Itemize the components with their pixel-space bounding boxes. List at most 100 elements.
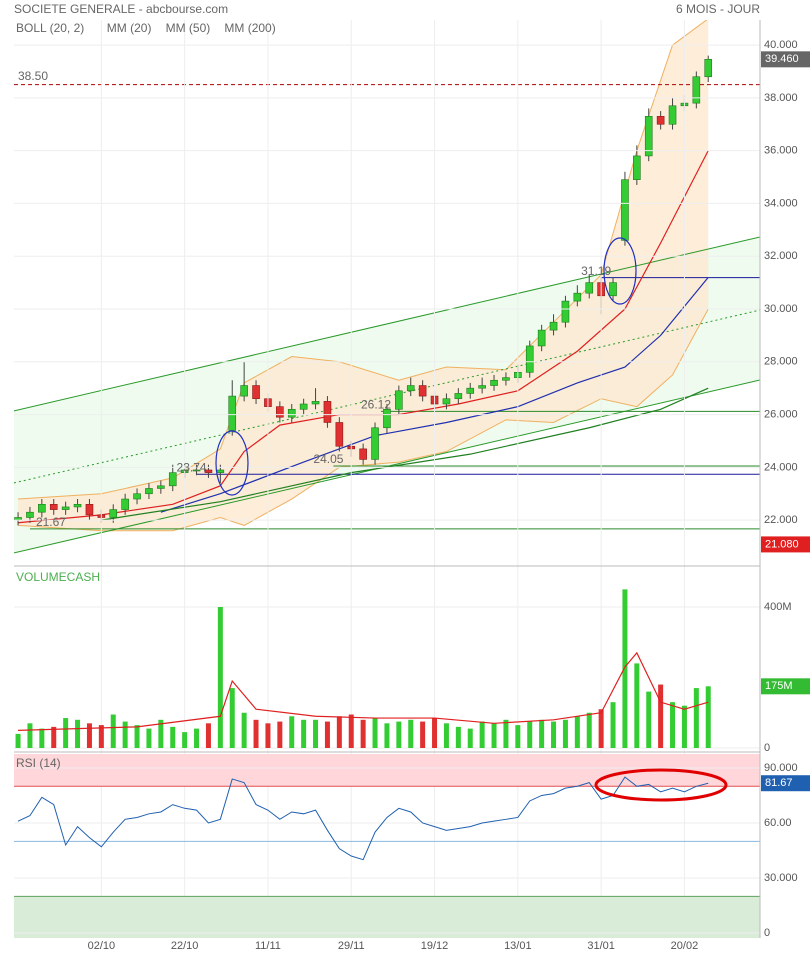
volume-bar xyxy=(443,723,449,748)
x-tick-label: 19/12 xyxy=(421,940,449,952)
volume-average xyxy=(18,651,709,731)
x-tick-label: 20/02 xyxy=(671,940,699,952)
panel-title: VOLUMECASH xyxy=(16,570,100,584)
candle-body xyxy=(585,282,594,294)
y-tick-label: 0 xyxy=(764,742,770,754)
volume-bar xyxy=(170,726,176,748)
volume-bar xyxy=(134,725,140,748)
candle-body xyxy=(573,292,582,302)
volume-bar xyxy=(539,719,545,748)
volume-bar xyxy=(277,721,283,748)
legend-entry: MM (50) xyxy=(166,21,211,35)
x-tick-label: 31/01 xyxy=(587,940,615,952)
candle-body xyxy=(276,406,284,418)
candle-body xyxy=(192,469,201,472)
volume-bar xyxy=(658,684,664,748)
candle-body xyxy=(502,377,510,381)
volume-bar xyxy=(384,723,390,748)
candle-body xyxy=(335,422,344,447)
x-tick-label: 29/11 xyxy=(338,940,365,952)
y-tick-label: 60.00 xyxy=(764,817,792,829)
volume-bar xyxy=(396,721,402,748)
level-label: 31.19 xyxy=(581,264,611,278)
volume-box-label: 175M xyxy=(765,680,793,692)
volume-bar xyxy=(146,728,152,748)
candle-body xyxy=(228,395,237,431)
candle-body xyxy=(359,448,367,460)
volume-bar xyxy=(634,663,640,748)
volume-bar xyxy=(324,721,330,748)
volume-bar xyxy=(503,719,509,748)
volume-bar xyxy=(229,688,235,748)
volume-bar xyxy=(491,723,497,748)
candle-body xyxy=(216,469,225,473)
volume-bar xyxy=(562,719,568,748)
volume-bar xyxy=(610,702,616,748)
annotation-circle xyxy=(594,768,728,802)
legend-entry: MM (200) xyxy=(224,21,275,35)
panel-title: RSI (14) xyxy=(16,756,61,770)
rsi-box-label: 81.67 xyxy=(765,777,793,789)
candle-body xyxy=(38,503,46,513)
candle-body xyxy=(311,401,320,405)
volume-bar xyxy=(551,721,557,748)
volume-bar xyxy=(574,716,580,748)
volume-bar xyxy=(253,719,259,748)
rsi-box xyxy=(761,775,810,792)
x-tick-label: 11/11 xyxy=(255,940,281,952)
annotation-circle xyxy=(215,430,249,496)
candle-body xyxy=(395,390,403,410)
volume-bar xyxy=(408,719,414,748)
legend-entry: MM (20) xyxy=(107,21,152,35)
annotation-circle xyxy=(603,237,637,305)
y-tick-label: 32.000 xyxy=(764,250,798,262)
candle-body xyxy=(204,469,213,473)
volume-bar xyxy=(122,721,128,748)
volume-bar xyxy=(158,719,164,748)
candle-body xyxy=(644,116,653,157)
candle-body xyxy=(609,282,617,297)
volume-bar xyxy=(301,719,307,748)
y-tick-label: 30.000 xyxy=(764,872,798,884)
volume-bar xyxy=(27,723,33,748)
price-box-label: 21.080 xyxy=(765,538,799,550)
volume-bar xyxy=(646,691,652,748)
candle-body xyxy=(133,493,141,500)
volume-bar xyxy=(467,728,473,748)
candle-body xyxy=(73,503,82,508)
candle-body xyxy=(490,379,498,386)
candle-body xyxy=(323,401,332,423)
candle-body xyxy=(406,385,415,392)
legend-entry: BOLL (20, 2) xyxy=(16,21,84,35)
volume-bar xyxy=(598,709,604,748)
volume-bar xyxy=(110,714,116,748)
candle-body xyxy=(561,300,570,323)
rsi-line xyxy=(17,776,709,861)
volume-box xyxy=(761,678,810,695)
price-box-label: 39.460 xyxy=(765,53,799,65)
y-tick-label: 400M xyxy=(764,601,792,613)
volume-bar xyxy=(313,719,319,748)
level-label: 38.50 xyxy=(18,69,48,83)
level-label: 24.05 xyxy=(313,452,343,466)
volume-bar xyxy=(15,733,21,748)
volume-bar xyxy=(182,732,188,748)
volume-bar xyxy=(670,702,676,748)
price-box xyxy=(761,51,810,68)
volume-bar xyxy=(39,728,45,748)
candle-body xyxy=(252,385,260,400)
y-tick-label: 90.000 xyxy=(764,762,798,774)
bollinger-fill xyxy=(18,20,709,531)
moving-average xyxy=(101,387,709,521)
volume-bar xyxy=(372,718,378,748)
candle-body xyxy=(478,385,486,389)
x-tick-label: 22/10 xyxy=(171,940,199,952)
y-tick-label: 30.000 xyxy=(764,303,798,315)
volume-bar xyxy=(217,607,223,748)
level-label: 21.67 xyxy=(36,515,66,529)
volume-bar xyxy=(336,716,342,748)
candle-body xyxy=(537,329,546,347)
candle-body xyxy=(633,155,641,180)
candle-body xyxy=(371,427,379,460)
candle-body xyxy=(704,59,713,78)
